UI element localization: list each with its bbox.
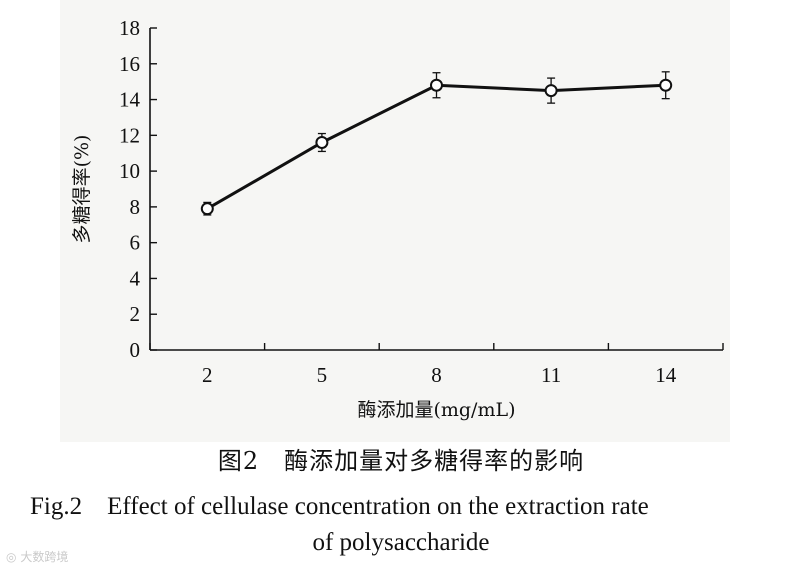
x-tick-label: 2 bbox=[202, 363, 213, 387]
line-chart: 0 2 4 6 8 10 12 14 16 18 2 5 8 11 14 酶添加量(mg/mL) 多糖得率(%) bbox=[71, 16, 724, 421]
watermark-icon: ◎ bbox=[6, 550, 17, 564]
y-axis-title: 多糖得率(%) bbox=[71, 135, 93, 244]
y-tick-label: 8 bbox=[130, 195, 141, 219]
y-tick-label: 12 bbox=[119, 123, 140, 147]
x-tick-label: 14 bbox=[655, 363, 677, 387]
y-tick-label: 14 bbox=[119, 88, 141, 112]
y-tick-label: 4 bbox=[130, 266, 141, 290]
chart-panel bbox=[60, 0, 730, 442]
figure-caption-chinese: 图2 酶添加量对多糖得率的影响 bbox=[217, 447, 585, 475]
data-point bbox=[659, 78, 673, 92]
x-tick-label: 8 bbox=[431, 363, 442, 387]
data-point bbox=[430, 78, 443, 92]
y-tick-label: 6 bbox=[130, 231, 141, 255]
x-tick-label: 5 bbox=[317, 363, 328, 387]
x-tick-label: 11 bbox=[541, 363, 561, 387]
figure-caption-english-line2: of polysaccharide bbox=[312, 529, 490, 556]
data-point bbox=[315, 135, 329, 149]
series-line bbox=[206, 83, 666, 210]
y-tick-label: 10 bbox=[119, 159, 140, 183]
data-point bbox=[200, 202, 214, 216]
data-point bbox=[544, 84, 558, 98]
watermark-logo: ◎ 大数跨境 bbox=[6, 548, 68, 565]
y-tick-label: 18 bbox=[119, 16, 140, 40]
figure-caption-english-line1: Fig.2 Effect of cellulase concentration … bbox=[30, 493, 649, 520]
y-tick-label: 2 bbox=[130, 302, 141, 326]
y-tick-label: 0 bbox=[130, 338, 141, 362]
watermark-text: 大数跨境 bbox=[20, 550, 69, 564]
y-tick-label: 16 bbox=[119, 52, 140, 76]
x-axis-title: 酶添加量(mg/mL) bbox=[357, 399, 515, 421]
